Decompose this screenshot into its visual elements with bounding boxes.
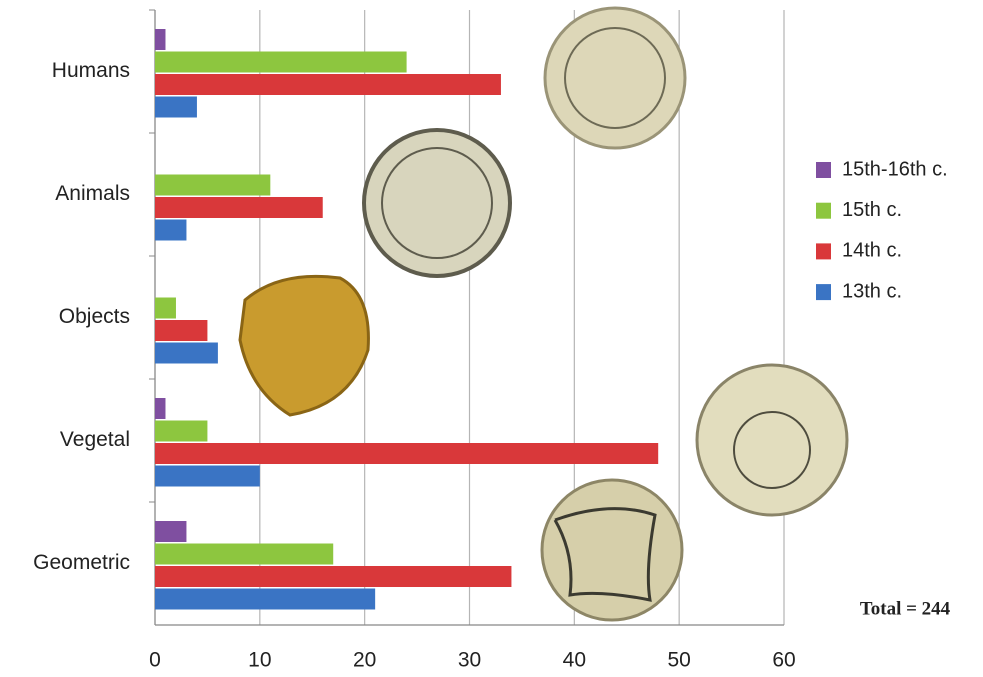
bar: [155, 543, 334, 565]
x-tick-label: 0: [149, 649, 161, 672]
bar: [155, 566, 512, 587]
y-tick-label: Geometric: [33, 551, 130, 574]
bar: [155, 320, 208, 341]
bar: [155, 521, 187, 542]
legend-swatch: [816, 243, 831, 260]
bar: [155, 588, 376, 610]
bar: [155, 420, 208, 442]
pottery-images: [238, 6, 849, 622]
legend-label: 13th c.: [842, 280, 902, 302]
pottery-image: [540, 478, 684, 622]
legend-swatch: [816, 284, 831, 301]
x-tick-label: 50: [667, 649, 690, 672]
bar: [155, 74, 501, 95]
bar: [155, 29, 166, 50]
bar: [155, 297, 176, 319]
bar: [155, 443, 659, 464]
legend-swatch: [816, 162, 831, 178]
x-tick-label: 60: [772, 649, 795, 672]
x-tick-label: 10: [248, 649, 271, 672]
bar: [155, 197, 323, 218]
bar: [155, 51, 407, 73]
legend-swatch: [816, 202, 831, 219]
legend-label: 15th c.: [842, 199, 902, 221]
bar: [155, 342, 218, 364]
pottery-image: [695, 363, 849, 517]
pottery-image: [362, 128, 512, 278]
bar: [155, 219, 187, 241]
pottery-image: [238, 274, 370, 417]
pottery-image: [733, 411, 811, 489]
y-tick-label: Humans: [52, 59, 130, 82]
y-tick-label: Animals: [55, 182, 130, 205]
bar: [155, 465, 260, 487]
pottery-image: [381, 147, 493, 259]
bar: [155, 174, 271, 196]
legend-label: 15th-16th c.: [842, 158, 948, 180]
legend: 15th-16th c. 15th c. 14th c. 13th c.: [816, 158, 948, 302]
bars: [155, 29, 659, 610]
bar: [155, 96, 197, 118]
total-annotation: Total = 244: [860, 598, 951, 619]
pottery-image: [553, 507, 657, 602]
bar: [155, 398, 166, 419]
x-tick-label: 20: [353, 649, 376, 672]
x-tick-label: 40: [563, 649, 586, 672]
x-tick-label: 30: [458, 649, 481, 672]
legend-label: 14th c.: [842, 240, 902, 262]
pottery-image: [564, 27, 666, 129]
y-tick-label: Objects: [59, 305, 130, 328]
y-tick-label: Vegetal: [60, 428, 130, 451]
